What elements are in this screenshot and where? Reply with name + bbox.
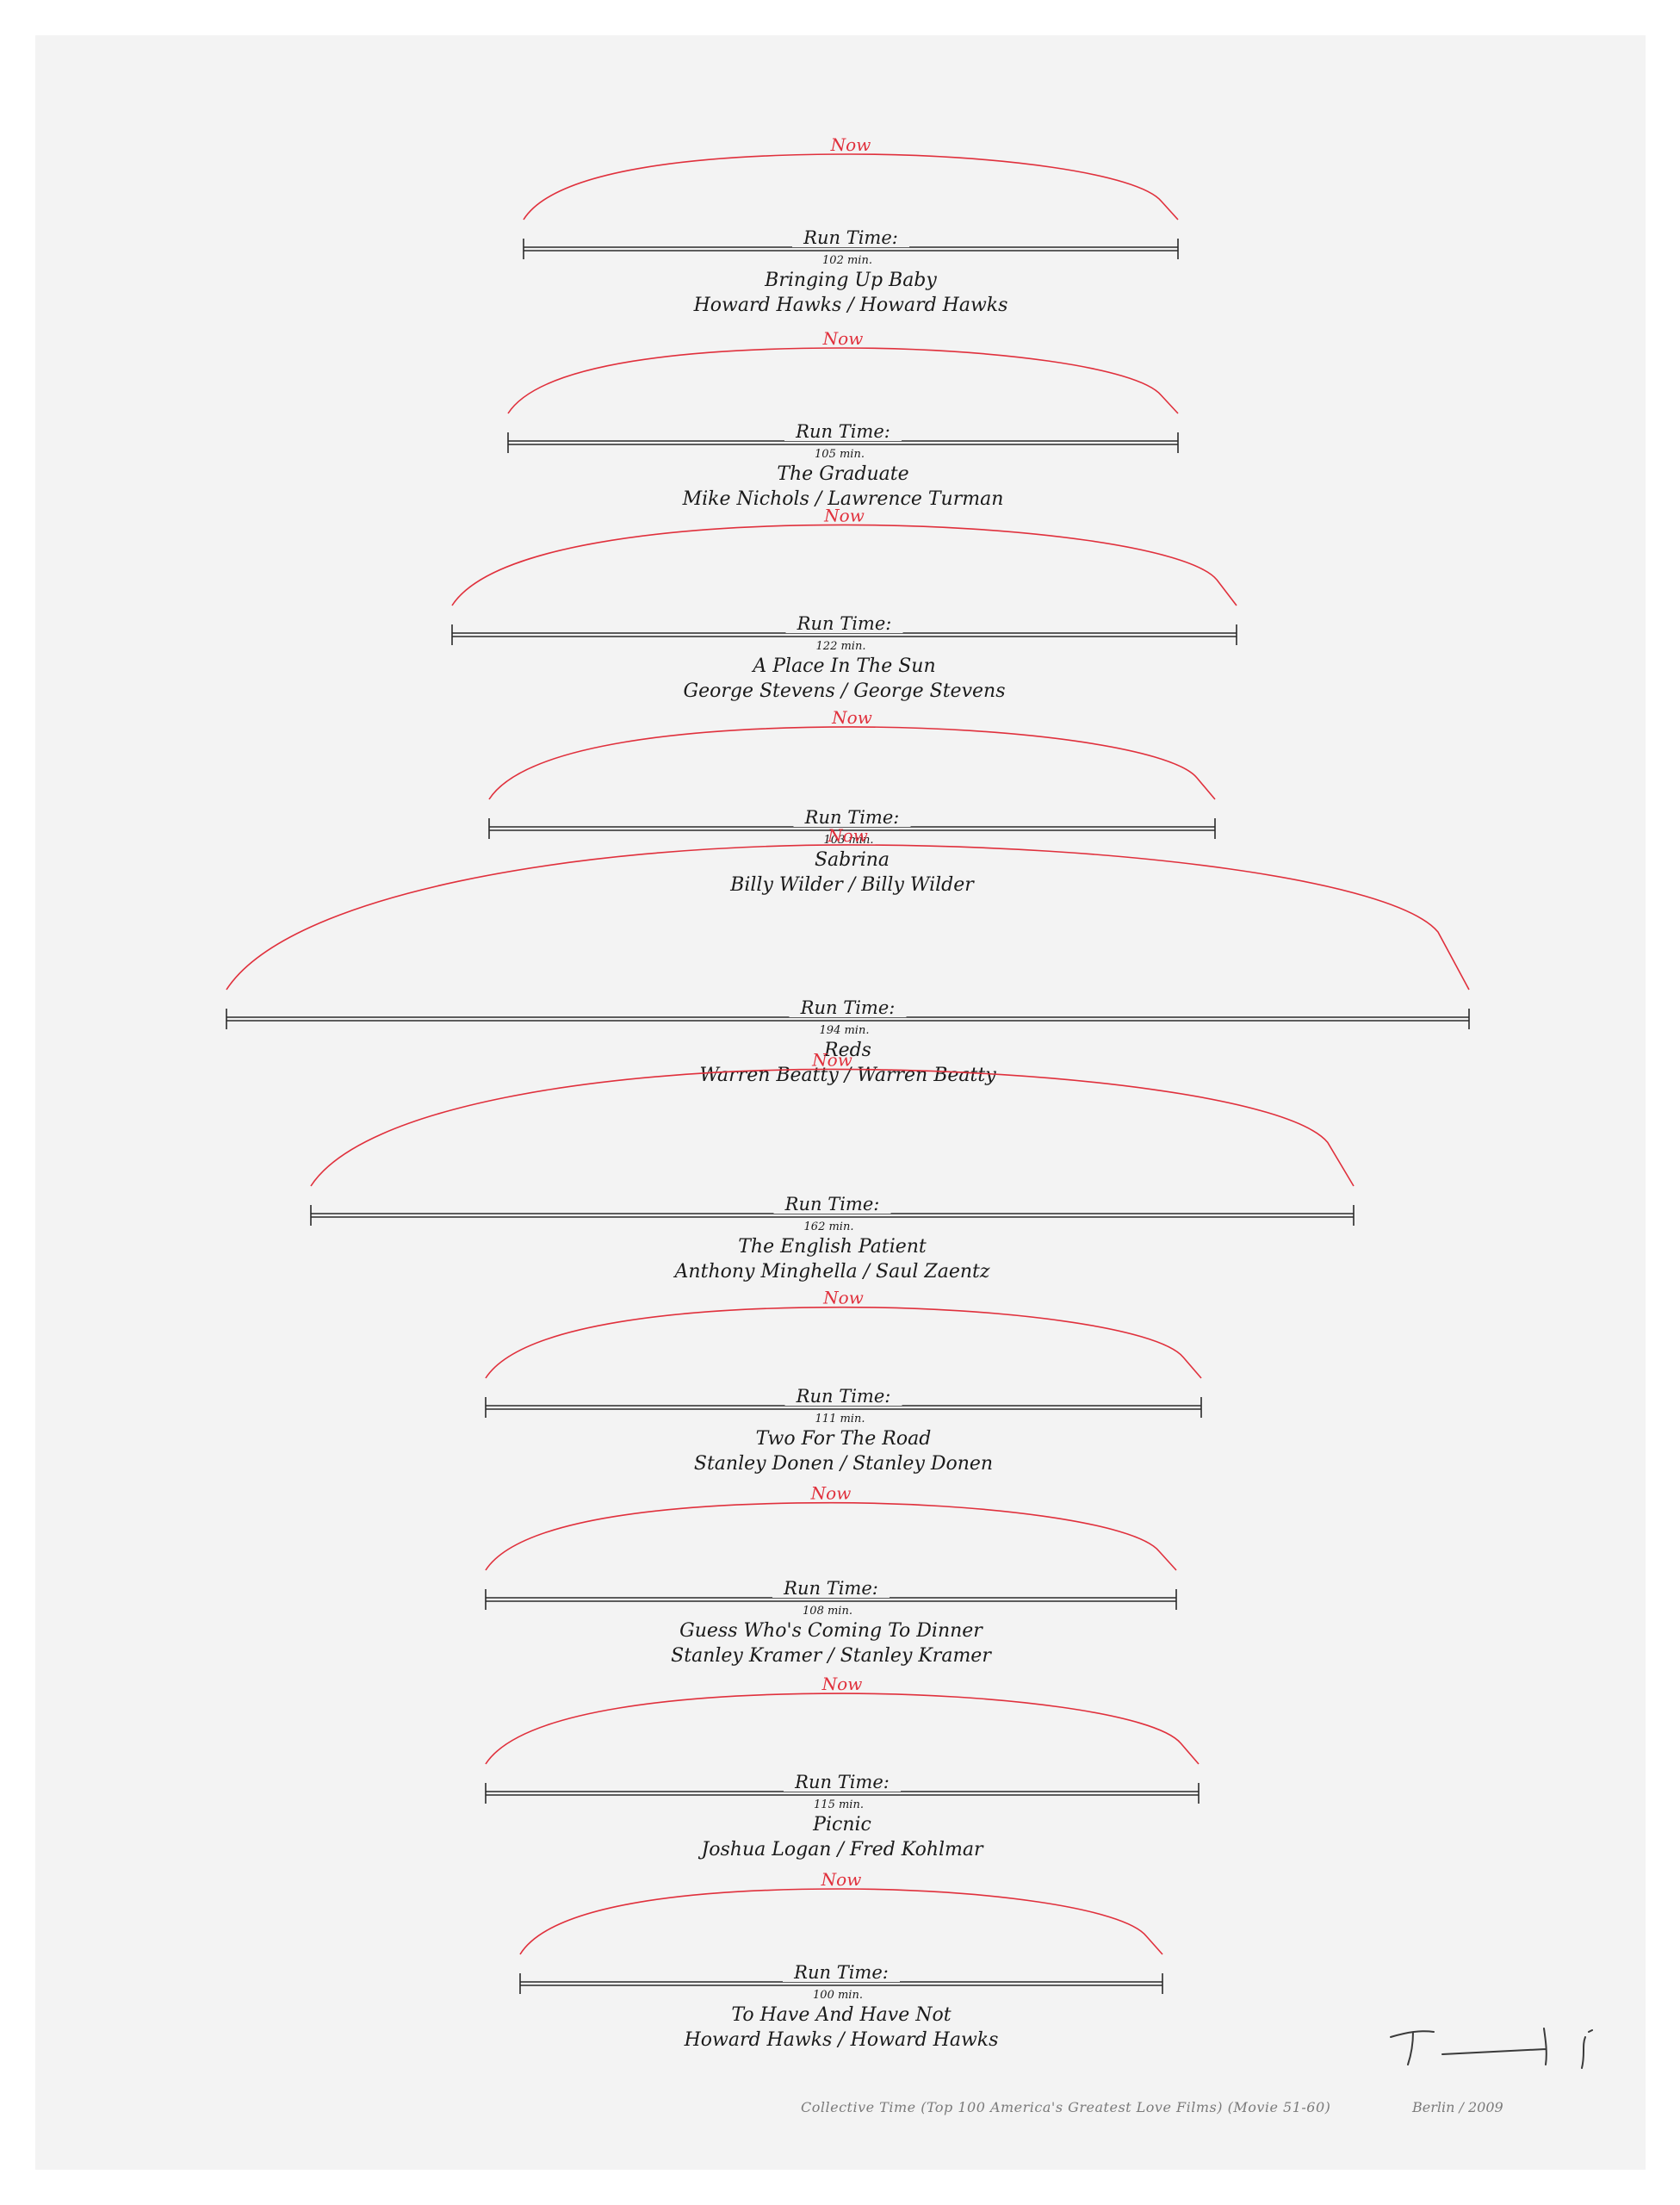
runtime-gap — [773, 1193, 891, 1214]
runtime-gap — [772, 1577, 890, 1598]
runtime-gap — [793, 806, 911, 827]
film-credits: Warren Beatty / Warren Beatty — [699, 1065, 996, 1086]
runtime-label: Run Time: — [795, 421, 890, 442]
signature-mark — [1390, 2028, 1593, 2069]
now-arc — [485, 1306, 1202, 1379]
now-label: Now — [821, 1869, 862, 1890]
film-credits: George Stevens / George Stevens — [684, 680, 1006, 702]
runtime-label: Run Time: — [796, 1386, 891, 1407]
now-arc — [523, 153, 1179, 220]
film-title: The Graduate — [777, 463, 908, 485]
film-credits: Anthony Minghella / Saul Zaentz — [673, 1261, 990, 1283]
film-timeline: Now Run Time: 108 min. Guess Who's Coming T… — [485, 1483, 1177, 1667]
film-title: Picnic — [812, 1814, 871, 1835]
film-timeline: Now Run Time: 100 min. To Have And Have Not… — [519, 1869, 1163, 2051]
now-arc — [226, 844, 1470, 991]
film-credits: Joshua Logan / Fred Kohlmar — [697, 1839, 984, 1860]
runtime-minutes: 100 min. — [813, 1989, 863, 2002]
place-and-date: Berlin / 2009 — [1412, 2099, 1503, 2115]
runtime-label: Run Time: — [784, 1194, 880, 1214]
now-arc — [310, 1068, 1355, 1187]
now-label: Now — [830, 134, 871, 155]
runtime-minutes: 102 min. — [822, 254, 872, 267]
now-arc — [451, 524, 1237, 606]
film-title: Sabrina — [815, 849, 890, 871]
film-timeline: Now Run Time: 194 min. Reds Warren Beatty / … — [226, 825, 1470, 1086]
now-label: Now — [821, 1674, 863, 1694]
runtime-minutes: 105 min. — [815, 448, 865, 461]
runtime-minutes: 111 min. — [815, 1413, 865, 1425]
film-title: Reds — [823, 1040, 871, 1061]
now-arc — [485, 1501, 1177, 1571]
runtime-gap — [792, 227, 909, 247]
runtime-label: Run Time: — [804, 807, 900, 828]
film-timeline: Now Run Time: 122 min. A Place In The Sun Ge… — [451, 505, 1237, 702]
runtime-gap — [789, 997, 907, 1017]
now-arc — [488, 726, 1216, 800]
artwork-caption: Collective Time (Top 100 America's Great… — [801, 2099, 1331, 2115]
runtime-minutes: 194 min. — [820, 1024, 870, 1037]
runtime-minutes: 108 min. — [803, 1605, 852, 1618]
film-timeline: Now Run Time: 115 min. Picnic Joshua Logan /… — [485, 1674, 1200, 1860]
runtime-gap — [783, 1961, 900, 1982]
runtime-gap — [784, 420, 902, 441]
film-credits: Stanley Donen / Stanley Donen — [694, 1453, 993, 1475]
now-label: Now — [810, 1483, 852, 1504]
film-credits: Howard Hawks / Howard Hawks — [684, 2029, 999, 2051]
film-timeline: Now Run Time: 111 min. Two For The Road Stan… — [485, 1288, 1202, 1475]
now-arc — [519, 1888, 1163, 1955]
film-title: A Place In The Sun — [751, 655, 935, 677]
runtime-label: Run Time: — [797, 613, 892, 634]
runtime-label: Run Time: — [783, 1578, 878, 1599]
runtime-minutes: 103 min. — [824, 834, 874, 847]
runtime-label: Run Time: — [800, 997, 896, 1018]
film-title: Guess Who's Coming To Dinner — [679, 1620, 983, 1642]
runtime-minutes: 162 min. — [804, 1221, 854, 1233]
film-timeline: Now Run Time: 105 min. The Graduate Mike Nic… — [507, 328, 1179, 510]
film-credits: Billy Wilder / Billy Wilder — [729, 874, 975, 896]
now-arc — [485, 1693, 1200, 1765]
runtime-label: Run Time: — [803, 227, 898, 248]
paper-sheet — [35, 35, 1646, 2170]
film-title: Two For The Road — [756, 1428, 932, 1450]
runtime-minutes: 122 min. — [816, 640, 866, 653]
runtime-label: Run Time: — [794, 1772, 890, 1792]
runtime-gap — [785, 612, 903, 633]
film-credits: Stanley Kramer / Stanley Kramer — [671, 1645, 992, 1667]
film-title: Bringing Up Baby — [764, 270, 937, 291]
now-arc — [507, 347, 1179, 414]
film-title: The English Patient — [738, 1236, 927, 1258]
now-label: Now — [831, 707, 872, 728]
now-label: Now — [827, 825, 868, 846]
runtime-gap — [784, 1385, 902, 1406]
film-credits: Howard Hawks / Howard Hawks — [693, 295, 1008, 316]
runtime-label: Run Time: — [793, 1962, 889, 1983]
film-credits: Mike Nichols / Lawrence Turman — [682, 488, 1004, 510]
now-label: Now — [822, 328, 864, 349]
now-label: Now — [823, 505, 865, 525]
film-title: To Have And Have Not — [731, 2004, 951, 2026]
now-label: Now — [811, 1049, 852, 1070]
film-timeline: Now Run Time: 162 min. The English Patient A… — [310, 1049, 1355, 1283]
film-timeline: Now Run Time: 102 min. Bringing Up Baby Howa… — [523, 134, 1179, 316]
runtime-minutes: 115 min. — [814, 1798, 864, 1811]
now-label: Now — [822, 1288, 864, 1308]
runtime-gap — [784, 1771, 901, 1792]
